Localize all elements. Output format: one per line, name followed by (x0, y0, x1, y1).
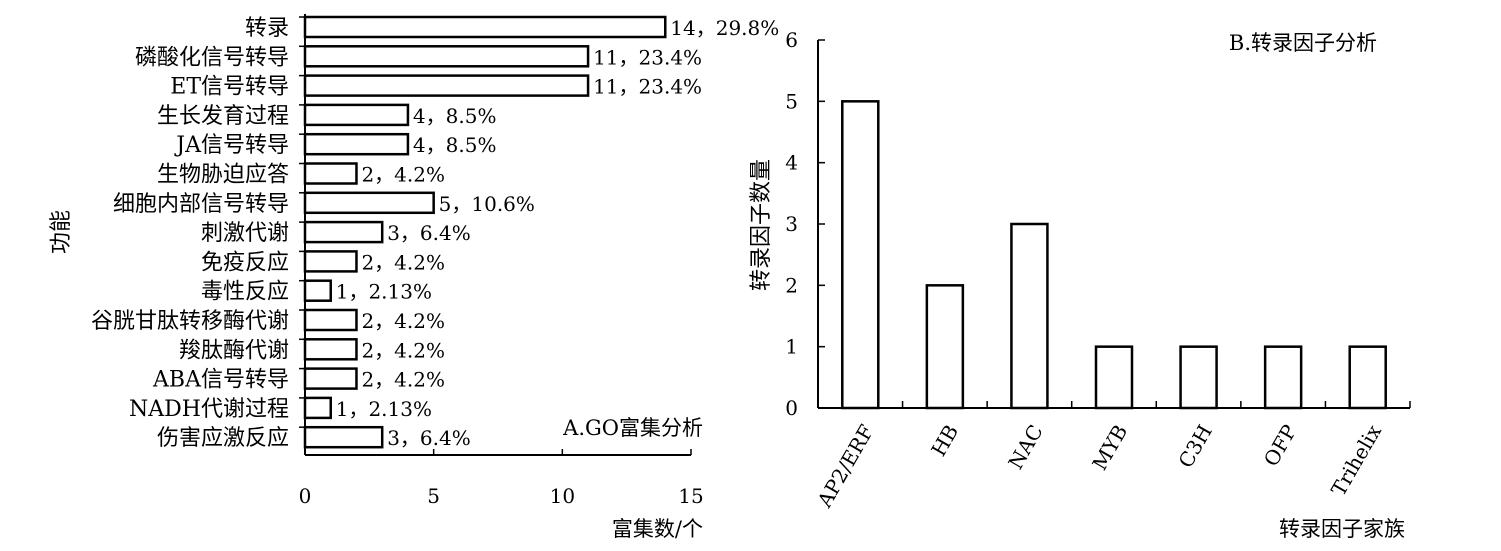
category-label: 生长发育过程 (157, 104, 289, 129)
data-label: 11，23.4% (593, 45, 702, 69)
category-label: MYB (1087, 421, 1132, 475)
category-label: 刺激代谢 (201, 221, 289, 246)
y-axis-label: 功能 (49, 210, 74, 254)
x-tick-label: 15 (678, 484, 703, 508)
data-label: 2，4.2% (361, 250, 445, 274)
bar (841, 100, 880, 410)
data-label: 2，4.2% (361, 163, 445, 187)
bar (303, 220, 384, 244)
bar (1348, 345, 1387, 410)
data-label: 2，4.2% (361, 338, 445, 362)
y-tick-label: 2 (785, 273, 798, 297)
category-label: 生物胁迫应答 (157, 163, 289, 188)
category-label: 转录 (245, 16, 289, 41)
data-label: 4，8.5% (413, 104, 497, 128)
category-label: AP2/ERF (812, 420, 879, 512)
bar (1010, 222, 1049, 410)
y-tick-label: 0 (785, 396, 798, 420)
x-tick-label: 5 (427, 484, 440, 508)
bar (303, 132, 410, 156)
x-axis-label: 富集数/个 (612, 517, 703, 541)
chart-title: B.转录因子分析 (1229, 31, 1377, 55)
chart-title: A.GO富集分析 (562, 416, 703, 440)
y-tick-label: 1 (785, 335, 798, 359)
transcription-factor-chart: 0 1 2 3 4 5 6 AP2/ERF HB NAC MYB C3H OFP Trihelix B.转录… (749, 28, 1411, 541)
data-label: 3，6.4% (387, 221, 471, 245)
x-tick-label: 0 (299, 484, 312, 508)
category-label: HB (926, 421, 963, 461)
bar (1179, 345, 1218, 410)
category-label: 毒性反应 (201, 280, 289, 305)
go-enrichment-chart: 0 5 10 15 转录 14，29.8% 磷酸化信号转导 11，23.4% ET信号转导 11，… (49, 14, 779, 541)
category-label: 谷胱甘肽转移酶代谢 (91, 309, 289, 334)
category-label: 伤害应激反应 (157, 426, 289, 451)
bar (303, 308, 358, 332)
bar (303, 338, 358, 361)
data-label: 1，2.13% (336, 280, 432, 304)
y-tick-label: 6 (785, 28, 798, 52)
data-label: 2，4.2% (361, 309, 445, 333)
category-label: 细胞内部信号转导 (113, 192, 289, 217)
category-label: NAC (1003, 421, 1047, 474)
data-label: 1，2.13% (336, 397, 432, 421)
category-label: OFP (1259, 421, 1302, 471)
bar (925, 284, 965, 410)
bar (303, 279, 332, 302)
bar (303, 367, 358, 390)
bar (303, 396, 332, 420)
data-label: 14，29.8% (670, 16, 779, 40)
category-label: JA信号转导 (174, 133, 289, 158)
x-tick-label: 10 (550, 484, 575, 508)
category-label: 羧肽酶代谢 (179, 338, 289, 363)
category-label: 免疫反应 (201, 250, 289, 275)
data-label: 4，8.5% (413, 133, 497, 157)
category-label: C3H (1173, 421, 1217, 472)
category-label: ABA信号转导 (152, 368, 289, 393)
bar (303, 250, 358, 273)
bar (1094, 345, 1134, 410)
y-tick-label: 4 (785, 151, 798, 175)
bar (303, 191, 435, 215)
data-label: 5，10.6% (439, 192, 535, 216)
y-tick-label: 5 (785, 89, 798, 113)
bar (303, 103, 410, 127)
bar (303, 74, 590, 97)
data-label: 11，23.4% (593, 75, 702, 99)
data-label: 3，6.4% (387, 426, 471, 450)
category-label: Trihelix (1326, 420, 1386, 500)
y-tick-label: 3 (785, 212, 798, 236)
bar (303, 425, 384, 449)
category-label: ET信号转导 (170, 75, 289, 100)
data-label: 2，4.2% (361, 368, 445, 392)
bar (1263, 345, 1303, 410)
bar (303, 162, 358, 185)
y-axis-label: 转录因子数量 (749, 159, 774, 291)
category-label: NADH代谢过程 (129, 397, 289, 422)
x-axis-label: 转录因子家族 (1279, 517, 1405, 541)
bar (303, 45, 590, 68)
bar (303, 15, 667, 39)
category-label: 磷酸化信号转导 (135, 45, 289, 70)
